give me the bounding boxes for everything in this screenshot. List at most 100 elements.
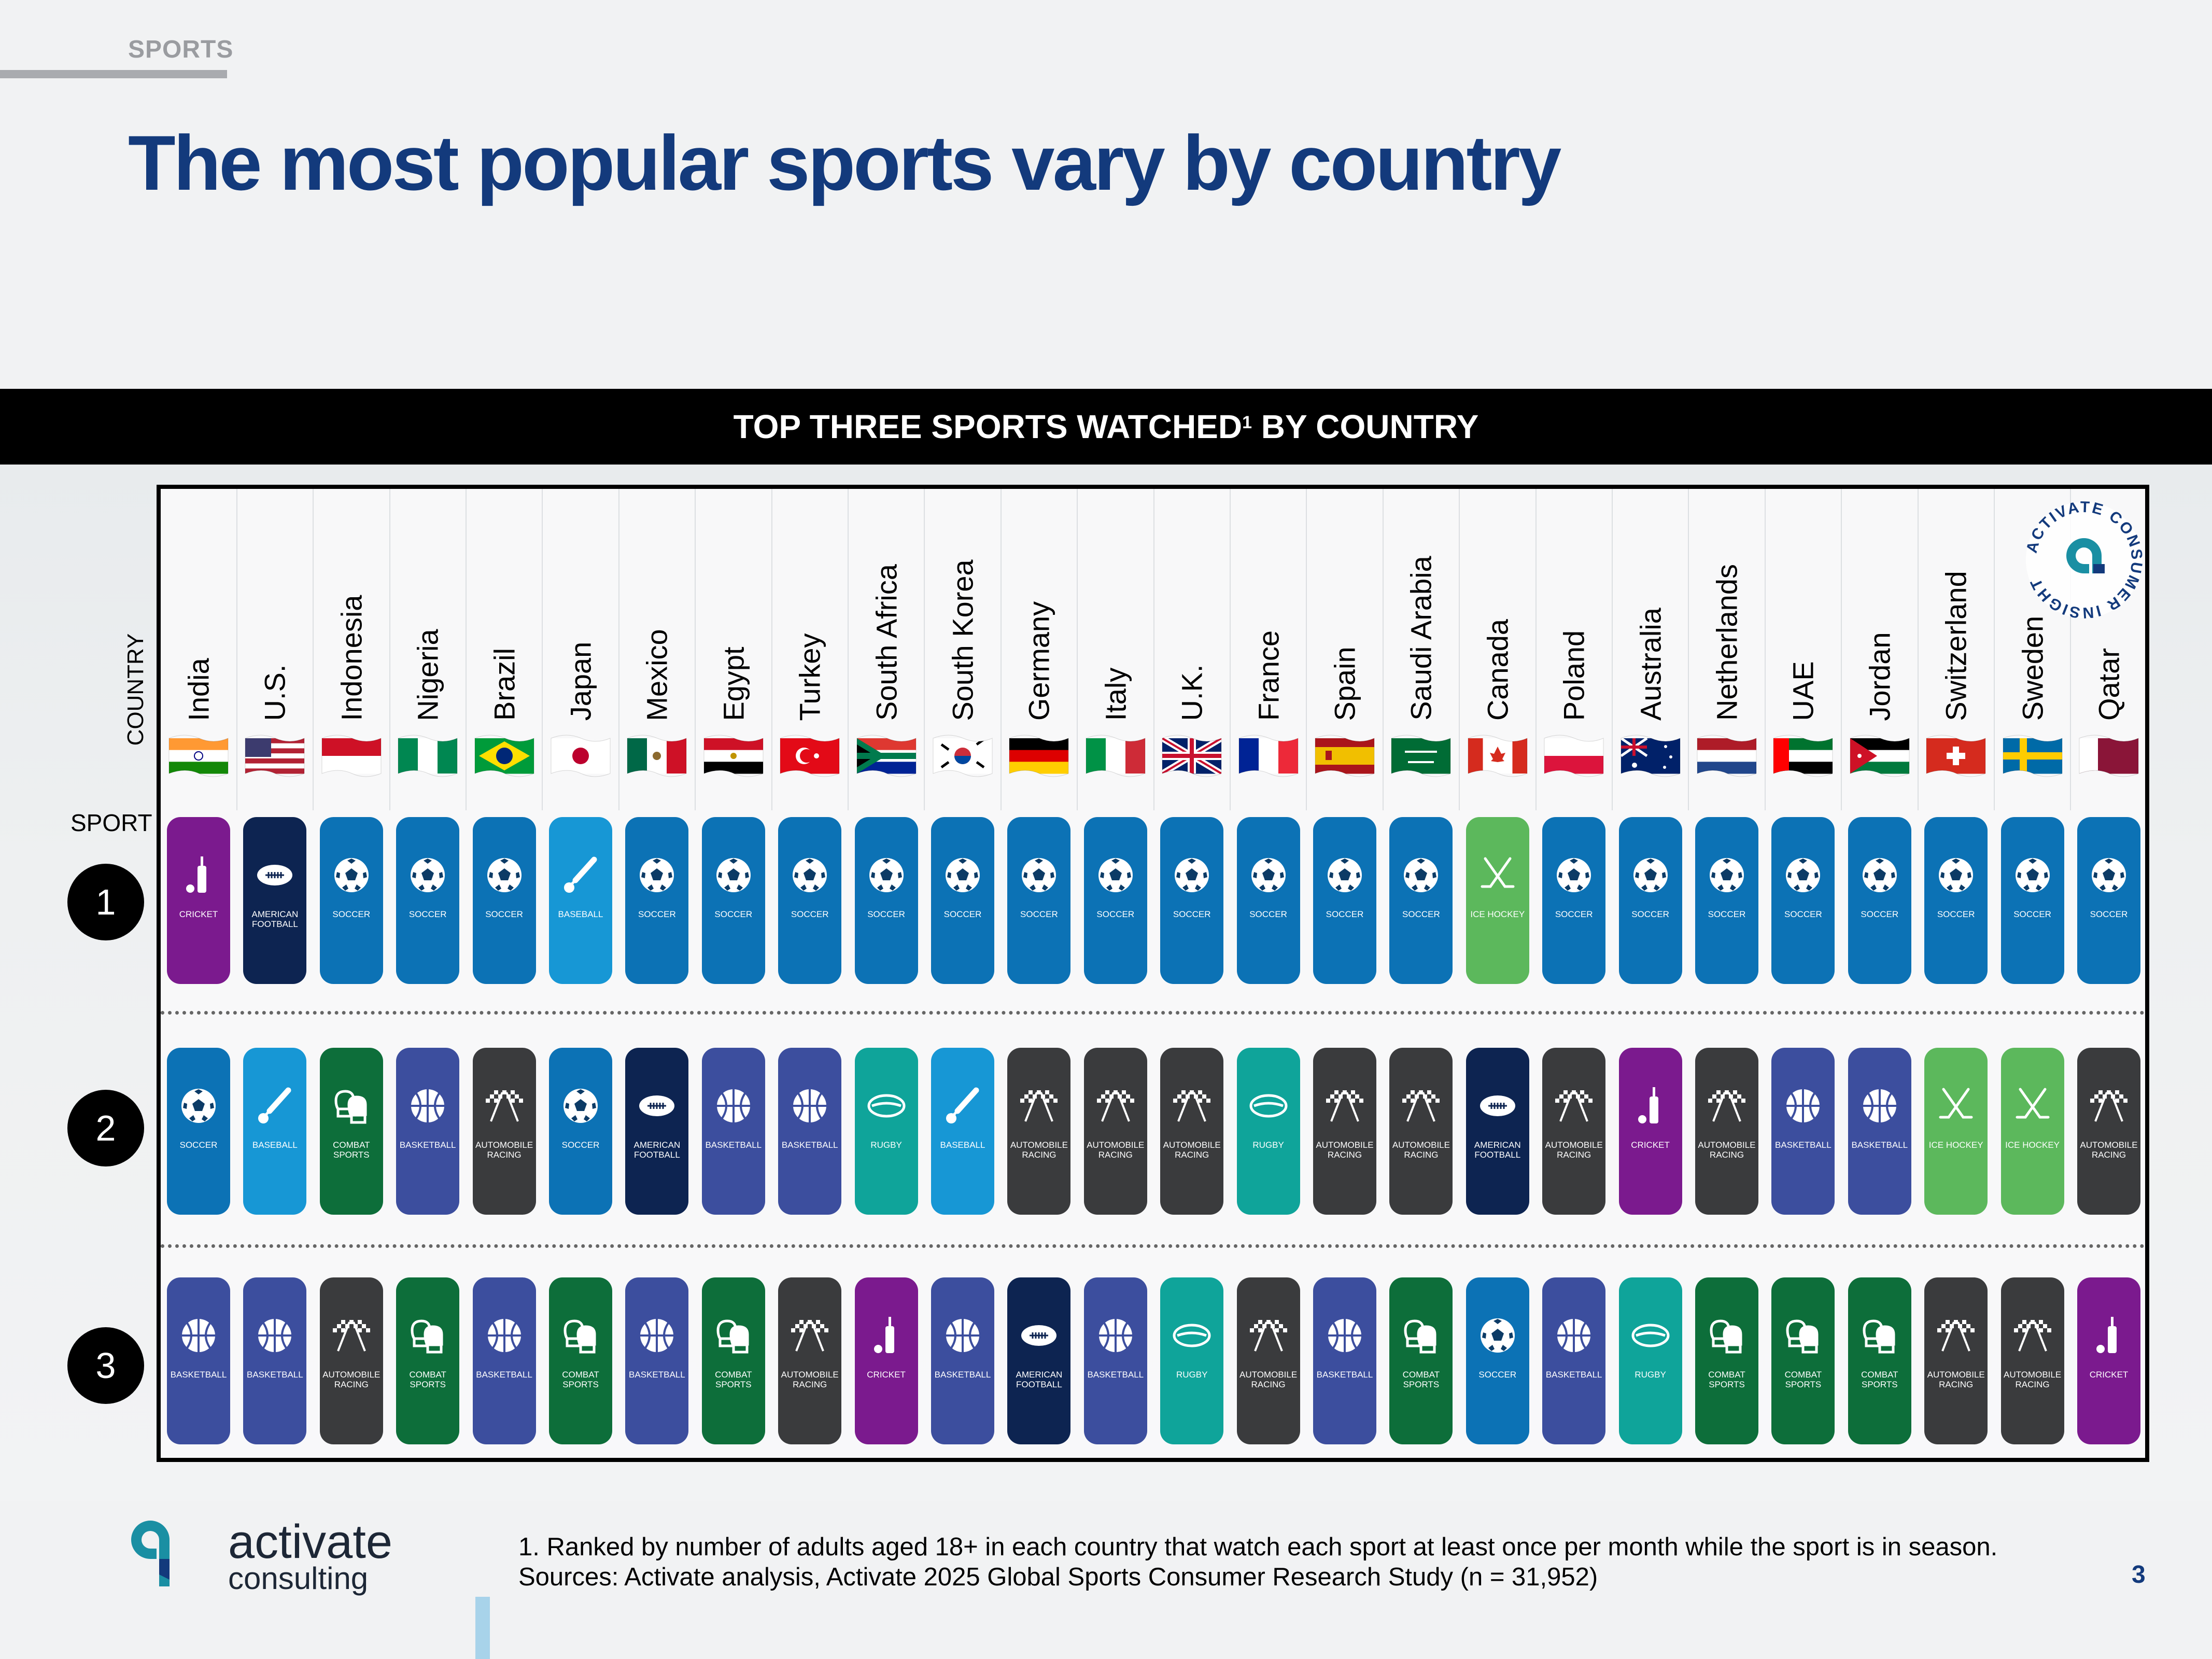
sport-label: COMBAT SPORTS (715, 1370, 752, 1389)
checkered-flags-icon (1708, 1090, 1745, 1122)
turkey-flag-icon (780, 735, 840, 777)
sport-label: SOCCER (1784, 909, 1822, 919)
soccer-ball-icon (793, 858, 827, 892)
sport-label: BASKETBALL (781, 1140, 838, 1150)
sport-tile-south-korea-rank-3: BASKETBALL (931, 1277, 994, 1444)
sport-tile-mexico-rank-3: BASKETBALL (625, 1277, 689, 1444)
sport-label: BASKETBALL (1545, 1370, 1602, 1380)
checkered-flags-icon (1326, 1090, 1363, 1122)
banner-footnote-mark: 1 (1242, 413, 1252, 432)
rank-2-marker: 2 (67, 1090, 144, 1166)
soccer-ball-icon (2015, 858, 2050, 892)
country-name-turkey: Turkey (793, 632, 826, 721)
cricket-bat-icon (186, 856, 206, 893)
sport-tile-sweden-rank-3: AUTOMOBILE RACING (2000, 1277, 2064, 1444)
netherlands-flag-icon (1697, 735, 1757, 777)
sport-tile-uae-rank-3: COMBAT SPORTS (1771, 1277, 1835, 1444)
column-separator (2070, 489, 2072, 810)
country-name-sweden: Sweden (2016, 615, 2049, 721)
sport-tile-uae-rank-2: BASKETBALL (1771, 1048, 1835, 1215)
sport-label: COMBAT SPORTS (409, 1370, 446, 1389)
sport-tile-switzerland-rank-3: AUTOMOBILE RACING (1924, 1277, 1988, 1444)
sport-label: BASKETBALL (1087, 1370, 1144, 1380)
sport-label: AUTOMOBILE RACING (2004, 1370, 2062, 1389)
sport-tile-u-s-rank-1: AMERICAN FOOTBALL (243, 817, 307, 984)
sport-tile-spain-rank-1: SOCCER (1313, 817, 1376, 984)
sport-label: BASEBALL (940, 1140, 985, 1150)
sport-tile-south-korea-rank-1: SOCCER (931, 817, 994, 984)
sport-label: BASKETBALL (476, 1370, 532, 1380)
column-separator (1153, 489, 1154, 810)
basketball-icon (182, 1319, 215, 1352)
column-separator (695, 489, 696, 810)
sport-label: SOCCER (1020, 909, 1058, 919)
checkered-flags-icon (1249, 1320, 1287, 1352)
column-separator (924, 489, 925, 810)
sport-label: AUTOMOBILE RACING (1698, 1140, 1756, 1160)
sport-label: COMBAT SPORTS (333, 1140, 370, 1160)
column-separator (1306, 489, 1307, 810)
saudi-arabia-flag-icon (1391, 735, 1451, 777)
country-name-mexico: Mexico (640, 628, 673, 721)
cricket-bat-icon (2096, 1317, 2117, 1353)
sport-tile-italy-rank-3: BASKETBALL (1083, 1277, 1147, 1444)
sport-label: AUTOMOBILE RACING (475, 1140, 533, 1160)
country-name-south-africa: South Africa (870, 564, 903, 721)
sport-label: RUGBY (1176, 1370, 1208, 1380)
poland-flag-icon (1544, 735, 1604, 777)
sport-tile-uae-rank-1: SOCCER (1771, 817, 1835, 984)
india-flag-icon (168, 735, 229, 777)
sport-tile-turkey-rank-3: AUTOMOBILE RACING (778, 1277, 842, 1444)
spain-flag-icon (1315, 735, 1375, 777)
footnote: 1. Ranked by number of adults aged 18+ i… (518, 1532, 1997, 1592)
sport-label: COMBAT SPORTS (1708, 1370, 1745, 1389)
sport-tile-nigeria-rank-3: COMBAT SPORTS (396, 1277, 460, 1444)
country-name-brazil: Brazil (488, 648, 521, 721)
column-separator (389, 489, 390, 810)
checkered-flags-icon (485, 1090, 523, 1122)
american-football-icon (639, 1095, 675, 1116)
column-separator (1917, 489, 1919, 810)
sport-tile-germany-rank-3: AMERICAN FOOTBALL (1007, 1277, 1071, 1444)
baseball-icon (258, 1087, 291, 1123)
checkered-flags-icon (1173, 1090, 1211, 1122)
country-name-u-k: U.K. (1175, 664, 1208, 721)
sport-label: SOCCER (1861, 909, 1899, 919)
sport-label: SOCCER (1937, 909, 1975, 919)
brazil-flag-icon (474, 735, 534, 777)
soccer-ball-icon (1022, 858, 1056, 892)
hockey-sticks-icon (2016, 1088, 2050, 1119)
uae-flag-icon (1773, 735, 1833, 777)
cricket-bat-icon (873, 1317, 894, 1353)
basketball-icon (487, 1319, 521, 1352)
column-separator (1688, 489, 1689, 810)
soccer-ball-icon (2092, 858, 2126, 892)
activate-consumer-insight-seal: ACTIVATE CONSUMER INSIGHT (2023, 499, 2144, 622)
boxing-gloves-icon (334, 1090, 367, 1124)
sport-tile-germany-rank-1: SOCCER (1007, 817, 1071, 984)
sport-label: SOCCER (1096, 909, 1135, 919)
country-name-italy: Italy (1099, 667, 1132, 721)
sport-tile-canada-rank-3: SOCCER (1466, 1277, 1529, 1444)
rank-3-marker: 3 (67, 1327, 144, 1404)
soccer-ball-icon (1633, 858, 1668, 892)
sport-tile-italy-rank-1: SOCCER (1083, 817, 1147, 984)
sport-label: BASKETBALL (934, 1370, 991, 1380)
sport-tile-u-k-rank-3: RUGBY (1160, 1277, 1224, 1444)
sport-tile-south-korea-rank-2: BASEBALL (931, 1048, 994, 1215)
basketball-icon (1328, 1319, 1361, 1352)
sport-label: BASKETBALL (705, 1140, 762, 1150)
sport-label: SOCCER (179, 1140, 218, 1150)
rugby-ball-icon (867, 1094, 906, 1118)
sport-label: SOCCER (1478, 1370, 1517, 1380)
japan-flag-icon (551, 735, 611, 777)
country-name-germany: Germany (1022, 601, 1055, 721)
sport-label: COMBAT SPORTS (562, 1370, 599, 1389)
country-axis-label: COUNTRY (123, 633, 148, 746)
basketball-icon (1786, 1089, 1820, 1122)
rugby-ball-icon (1173, 1324, 1211, 1347)
column-separator (1841, 489, 1842, 810)
sport-tile-sweden-rank-1: SOCCER (2000, 817, 2064, 984)
sport-label: AUTOMOBILE RACING (322, 1370, 381, 1389)
country-name-japan: Japan (564, 641, 597, 721)
